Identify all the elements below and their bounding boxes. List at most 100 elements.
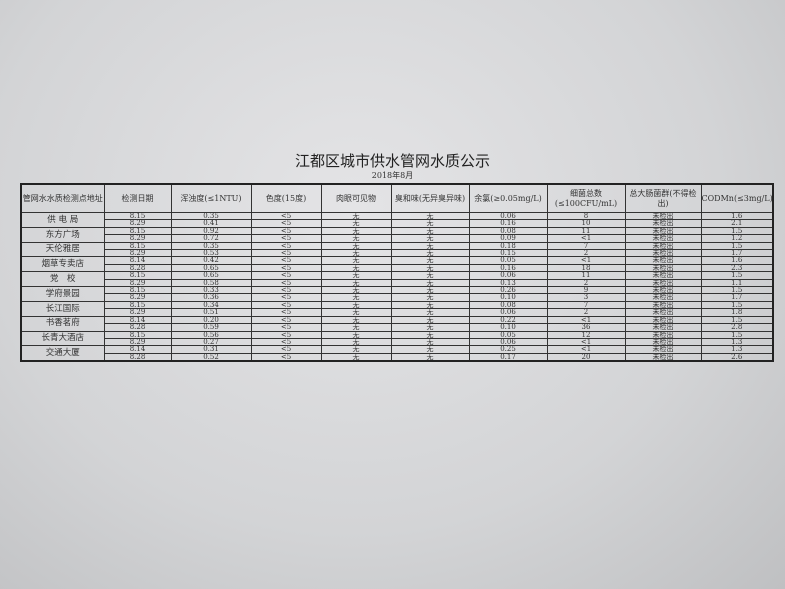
table-cell: 0.05 (468, 256, 548, 265)
table-cell: 0.06 (468, 271, 548, 280)
table-cell: 1.7 (700, 293, 774, 302)
table-cell: <5 (250, 323, 322, 332)
site-name: 长青大酒店 (20, 330, 105, 347)
column-header: 肉眼可见物 (320, 183, 392, 213)
table-row: 8.29 0.72 <5 无无 0.09 <1 未检出 1.2 (21, 234, 774, 243)
table-cell: <5 (250, 256, 322, 265)
table-cell: 未检出 (624, 300, 702, 310)
column-header: 浑浊度(≤1NTU) (170, 183, 252, 213)
table-cell: 无 (320, 226, 392, 236)
table-cell: 无 (320, 241, 392, 251)
table-cell: 2.6 (700, 352, 774, 362)
table-cell: <5 (250, 226, 322, 236)
table-cell: 8 (546, 211, 626, 221)
table-cell: 8.28 (103, 352, 172, 362)
table-cell: 1.7 (700, 249, 774, 258)
table-cell: 1.2 (700, 234, 774, 243)
table-cell: 8.29 (103, 219, 172, 228)
table-cell: 无 (390, 286, 470, 295)
column-header: 色度(15度) (250, 183, 322, 213)
table-row: 8.29 0.51 <5 无无 0.06 2 未检出 1.8 (21, 308, 774, 317)
column-header: 细菌总数(≤100CFU/mL) (546, 183, 626, 213)
table-cell: 未检出 (624, 211, 702, 221)
table-cell: <1 (546, 234, 626, 243)
table-cell: 未检出 (624, 337, 702, 347)
table-row: 交通大厦 8.14 0.31 <5 无无 0.25 <1 未检出 1.3 (20, 345, 774, 362)
table-cell: 8.14 (103, 345, 172, 354)
table-cell: 8.29 (103, 337, 172, 347)
table-cell: 0.06 (468, 211, 548, 221)
table-cell: 2.8 (700, 323, 774, 332)
table-cell: <5 (250, 234, 322, 243)
table-cell: 9 (546, 286, 626, 295)
table-cell: 2 (546, 278, 626, 288)
table-cell: 未检出 (624, 226, 702, 236)
table-cell: 未检出 (624, 315, 702, 325)
table-cell: 8.29 (103, 234, 172, 243)
table-cell: 0.35 (170, 211, 252, 221)
table-cell: <5 (250, 337, 322, 347)
table-cell: 无 (390, 234, 470, 243)
table-cell: 36 (546, 323, 626, 332)
table-row: 长江国际 8.15 0.34 <5 无无 0.08 7 未检出 1.5 (20, 300, 774, 317)
table-cell: 0.20 (170, 315, 252, 325)
table-cell: 未检出 (624, 234, 702, 243)
table-cell: 0.08 (468, 300, 548, 310)
table-cell: 未检出 (624, 278, 702, 288)
table-cell: 未检出 (624, 352, 702, 362)
column-header: CODMn(≤3mg/L) (700, 183, 774, 213)
table-row: 烟草专卖店 8.14 0.42 <5 无无 0.05 <1 未检出 1.6 (20, 256, 774, 273)
table-cell: 0.42 (170, 256, 252, 265)
table-cell: 无 (390, 315, 470, 325)
table-cell: 7 (546, 241, 626, 251)
table-cell: 未检出 (624, 219, 702, 228)
site-name: 供 电 局 (20, 212, 105, 228)
table-cell: 0.22 (468, 315, 548, 325)
table-row: 8.29 0.58 <5 无无 0.13 2 未检出 1.1 (21, 278, 774, 288)
table-cell: 无 (320, 293, 392, 302)
table-cell: 0.34 (170, 300, 252, 310)
table-row: 8.29 0.41 <5 无无 0.16 10 未检出 2.1 (21, 219, 774, 228)
site-name: 学府景园 (20, 286, 105, 302)
table-cell: 无 (320, 345, 392, 354)
table-cell: 无 (390, 293, 470, 302)
table-cell: 0.17 (468, 352, 548, 362)
table-cell: 0.15 (468, 249, 548, 258)
table-cell: 8.15 (103, 211, 172, 221)
table-cell: 1.1 (700, 278, 774, 288)
table-cell: 无 (320, 234, 392, 243)
table-cell: 无 (390, 263, 470, 273)
table-cell: 8.29 (103, 293, 172, 302)
table-cell: 8.28 (103, 323, 172, 332)
table-cell: 未检出 (624, 263, 702, 273)
table-cell: 0.35 (170, 241, 252, 251)
table-cell: 1.6 (700, 256, 774, 265)
table-row: 书香茗府 8.14 0.20 <5 无无 0.22 <1 未检出 1.5 (20, 315, 774, 332)
table-cell: 0.53 (170, 249, 252, 258)
table-cell: 0.09 (468, 234, 548, 243)
table-row: 党 校 8.15 0.65 <5 无无 0.06 11 未检出 1.5 (20, 271, 774, 288)
table-cell: 0.18 (468, 241, 548, 251)
table-cell: 0.36 (170, 293, 252, 302)
column-header: 余氯(≥0.05mg/L) (468, 183, 548, 213)
table-cell: 0.26 (468, 286, 548, 295)
table-cell: 无 (320, 263, 392, 273)
table-cell: 8.15 (103, 241, 172, 251)
table-cell: 12 (546, 330, 626, 339)
document-subtitle: 2018年8月 (371, 171, 414, 180)
table-cell: 无 (320, 308, 392, 317)
table-cell: <5 (250, 300, 322, 310)
table-cell: 20 (546, 352, 626, 362)
table-cell: 无 (390, 352, 470, 362)
table-cell: 2 (546, 249, 626, 258)
table-row: 东方广场 8.15 0.92 <5 无无 0.08 11 未检出 1.5 (20, 226, 774, 243)
water-quality-table: 管网水水质检测点地址 检测日期 浑浊度(≤1NTU) 色度(15度) 肉眼可见物 臭和味(… (20, 183, 774, 363)
table-cell: 无 (390, 337, 470, 347)
table-cell: 未检出 (624, 241, 702, 251)
table-cell: 0.10 (468, 293, 548, 302)
table-cell: 1.6 (700, 211, 774, 221)
table-cell: 0.31 (170, 345, 252, 354)
table-cell: 未检出 (624, 345, 702, 354)
table-cell: <5 (250, 352, 322, 362)
site-name: 党 校 (20, 271, 105, 288)
